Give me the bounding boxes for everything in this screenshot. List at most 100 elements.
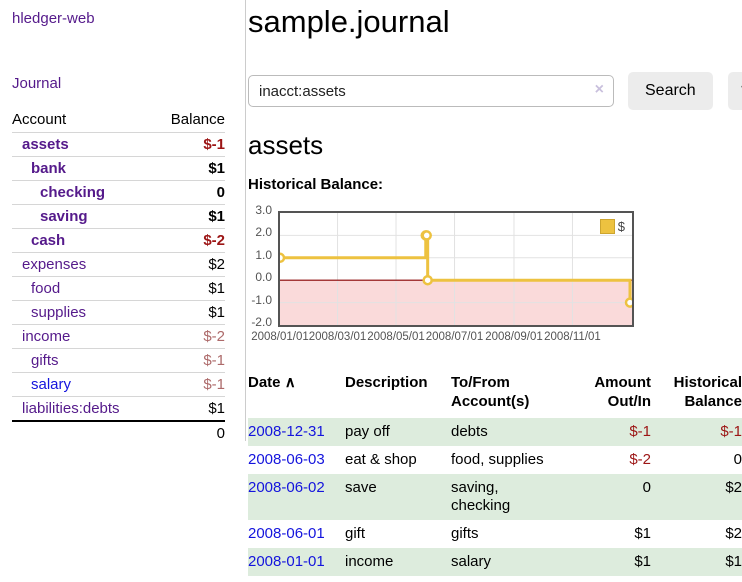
search-button[interactable]: Search	[628, 72, 713, 110]
y-tick-label: 0.0	[255, 270, 272, 285]
transaction-balance: $2	[725, 525, 742, 542]
transaction-balance: 0	[733, 451, 742, 468]
accounts-total-value: 0	[216, 425, 225, 442]
transaction-accounts: food, supplies	[451, 451, 544, 468]
historical-balance-chart: 3.0 2.0 1.0 0.0 -1.0 -2.0 $ 2008/01/01 2008/03…	[248, 203, 742, 354]
search-input[interactable]	[248, 75, 614, 107]
account-balance: $1	[208, 304, 225, 321]
account-balance: $1	[208, 208, 225, 225]
sort-ascending-icon: ∧	[284, 374, 296, 391]
x-tick-label: 2008/07/01	[425, 331, 484, 343]
transaction-amount: $-2	[629, 451, 651, 468]
account-row: checking 0	[12, 180, 225, 205]
app-title-link[interactable]: hledger-web	[12, 10, 95, 27]
account-balance: $-2	[203, 328, 225, 345]
search-box: ×	[248, 75, 614, 107]
register-header-date[interactable]: Date ∧	[248, 374, 296, 391]
chart-legend: $	[599, 219, 625, 234]
account-row: liabilities:debts $1	[12, 396, 225, 422]
transaction-date-link[interactable]: 2008-06-01	[248, 525, 325, 542]
account-balance: $-2	[203, 232, 225, 249]
page-title: sample.journal	[248, 4, 450, 39]
transaction-amount: $1	[634, 553, 651, 570]
transaction-row: 2008-06-01 gift gifts $1 $2	[248, 520, 742, 548]
main-panel: sample.journal × Search ? assets Histori…	[248, 0, 742, 576]
transaction-date-link[interactable]: 2008-12-31	[248, 423, 325, 440]
account-link[interactable]: supplies	[31, 304, 87, 321]
account-link[interactable]: assets	[22, 136, 69, 153]
register-header-description: Description	[345, 374, 428, 391]
x-tick-label: 2008/03/01	[308, 331, 367, 343]
y-tick-label: 2.0	[255, 225, 272, 240]
transaction-row: 2008-01-01 income salary $1 $1	[248, 548, 742, 576]
account-link[interactable]: bank	[31, 160, 67, 177]
transaction-date-link[interactable]: 2008-06-02	[248, 479, 325, 496]
register-table: Date ∧ Description To/From Account(s) Am…	[248, 373, 742, 576]
accounts-header-account: Account	[12, 111, 67, 128]
account-row: income $-2	[12, 324, 225, 349]
transaction-balance: $1	[725, 553, 742, 570]
search-form: × Search ?	[248, 72, 742, 110]
transaction-description: save	[345, 479, 377, 496]
transaction-row: 2008-06-03 eat & shop food, supplies $-2 0	[248, 446, 742, 474]
y-tick-label: 3.0	[255, 203, 272, 217]
account-row: food $1	[12, 276, 225, 301]
transaction-description: pay off	[345, 423, 390, 440]
account-row: expenses $2	[12, 252, 225, 277]
register-header-amount: Amount Out/In	[594, 374, 651, 410]
x-tick-label: 2008/05/01	[367, 331, 425, 343]
account-balance: $1	[208, 400, 225, 417]
account-balance: $-1	[203, 136, 225, 153]
transaction-row: 2008-06-02 save saving, checking 0 $2	[248, 474, 742, 520]
y-tick-label: -2.0	[251, 315, 272, 329]
transaction-description: income	[345, 553, 394, 570]
transaction-accounts: gifts	[451, 525, 479, 542]
transaction-row: 2008-12-31 pay off debts $-1 $-1	[248, 418, 742, 446]
transaction-accounts: saving, checking	[451, 479, 511, 514]
chart-plot-area: $	[278, 211, 634, 327]
account-row: salary $-1	[12, 372, 225, 397]
accounts-table-body: assets $-1 bank $1 checking 0 saving $1 cash $-2 e…	[12, 132, 225, 446]
y-tick-label: -1.0	[251, 292, 272, 307]
transaction-date-link[interactable]: 2008-06-03	[248, 451, 325, 468]
chart-title: Historical Balance:	[248, 176, 384, 193]
account-balance: 0	[216, 184, 225, 201]
account-balance: $1	[208, 160, 225, 177]
transaction-amount: 0	[642, 479, 651, 496]
transaction-description: gift	[345, 525, 366, 542]
account-link[interactable]: income	[22, 328, 71, 345]
accounts-table: Account Balance assets $-1 bank $1 checking 0…	[12, 108, 225, 445]
transaction-description: eat & shop	[345, 451, 417, 468]
account-link[interactable]: expenses	[22, 256, 87, 273]
account-row: gifts $-1	[12, 348, 225, 373]
account-row: assets $-1	[12, 132, 225, 157]
account-link[interactable]: checking	[40, 184, 106, 201]
account-row: supplies $1	[12, 300, 225, 325]
y-tick-label: 1.0	[255, 247, 272, 262]
account-row: cash $-2	[12, 228, 225, 253]
transaction-accounts: debts	[451, 423, 488, 440]
account-link[interactable]: food	[31, 280, 61, 297]
account-link[interactable]: liabilities:debts	[22, 400, 120, 417]
account-link[interactable]: cash	[31, 232, 66, 249]
account-link[interactable]: saving	[40, 208, 88, 225]
account-balance: $1	[208, 280, 225, 297]
transaction-date-link[interactable]: 2008-01-01	[248, 553, 325, 570]
sidebar: hledger-web Journal Account Balance asse…	[0, 0, 246, 442]
register-header-account: To/From Account(s)	[451, 374, 530, 410]
account-link[interactable]: gifts	[31, 352, 59, 369]
transaction-balance: $2	[725, 479, 742, 496]
account-row: bank $1	[12, 156, 225, 181]
help-button[interactable]: ?	[727, 72, 742, 110]
clear-search-icon[interactable]: ×	[594, 81, 604, 98]
transaction-balance: $-1	[720, 423, 742, 440]
account-balance: $-1	[203, 352, 225, 369]
register-table-body: 2008-12-31 pay off debts $-1 $-1 2008-06-03 ea…	[248, 418, 742, 576]
account-link[interactable]: salary	[31, 376, 72, 393]
legend-label: $	[617, 219, 625, 234]
transaction-amount: $1	[634, 525, 651, 542]
sidebar-item-journal[interactable]: Journal	[12, 75, 62, 92]
account-title: assets	[248, 130, 324, 160]
transaction-accounts: salary	[451, 553, 492, 570]
account-balance: $-1	[203, 376, 225, 393]
